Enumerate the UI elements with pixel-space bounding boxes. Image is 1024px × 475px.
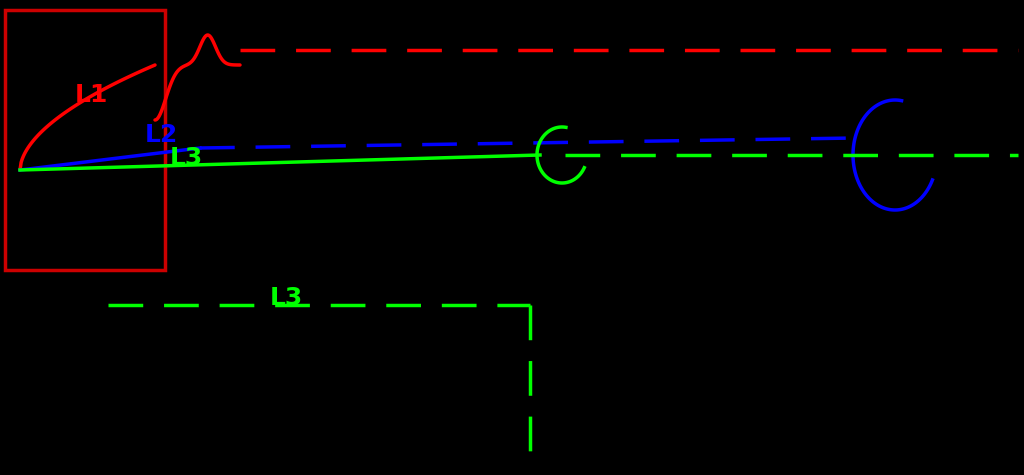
Text: L2: L2 [145,123,178,147]
Bar [5,10,165,270]
Text: L3: L3 [170,146,203,170]
Text: L1: L1 [75,83,109,107]
Text: L3: L3 [270,286,303,310]
